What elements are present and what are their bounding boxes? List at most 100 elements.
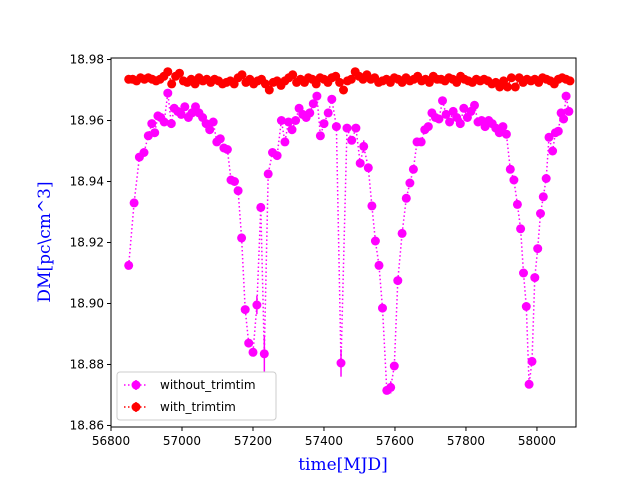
data-point — [336, 358, 346, 368]
data-point — [264, 85, 274, 95]
legend-entry-with-trimtim: with_trimtim — [124, 400, 236, 414]
data-point — [509, 175, 519, 185]
data-point — [512, 199, 522, 209]
data-point — [256, 202, 266, 212]
data-point — [233, 186, 243, 196]
data-point — [252, 300, 262, 310]
data-point — [331, 122, 341, 132]
data-point — [503, 82, 512, 92]
data-point — [288, 70, 298, 80]
data-point — [312, 91, 322, 101]
data-point — [527, 356, 537, 366]
data-point — [150, 128, 160, 138]
data-point — [222, 145, 232, 154]
data-point — [516, 224, 526, 234]
data-point — [240, 305, 250, 315]
data-point — [263, 169, 273, 179]
data-point — [159, 117, 169, 127]
data-point — [393, 276, 403, 286]
data-point — [208, 117, 218, 127]
legend: without_trimtim with_trimtim — [116, 371, 277, 421]
data-point — [536, 209, 545, 218]
x-tick-label: 56800 — [92, 434, 130, 448]
data-point — [505, 164, 515, 174]
data-point — [335, 77, 345, 87]
data-point — [510, 82, 520, 92]
data-point — [470, 100, 479, 110]
data-point — [276, 116, 286, 125]
data-point — [416, 137, 426, 147]
y-axis-ticks: 18.86 18.88 18.90 18.92 18.94 18.96 18.98 — [70, 53, 111, 432]
series-layer — [124, 67, 575, 395]
data-point — [248, 347, 258, 357]
data-point — [167, 79, 177, 89]
y-tick-label: 18.94 — [70, 175, 104, 189]
data-point — [405, 178, 415, 188]
data-point — [237, 70, 247, 80]
data-point — [139, 148, 149, 157]
y-tick-label: 18.96 — [70, 114, 104, 128]
data-point — [327, 94, 337, 104]
data-point — [533, 244, 543, 254]
data-point — [280, 137, 290, 147]
data-point — [230, 177, 239, 186]
data-point — [438, 96, 447, 106]
data-point — [291, 116, 301, 125]
data-point — [370, 236, 380, 246]
data-point — [244, 338, 254, 348]
data-point — [305, 108, 315, 118]
data-point — [506, 73, 516, 83]
x-tick-label: 57800 — [447, 434, 485, 448]
data-point — [401, 193, 411, 203]
data-point — [129, 198, 139, 208]
data-point — [308, 99, 318, 109]
data-point — [434, 114, 444, 124]
data-point — [339, 85, 348, 95]
data-point — [319, 119, 329, 129]
data-point — [205, 125, 215, 135]
data-point — [559, 114, 569, 124]
legend-marker-without-trimtim — [131, 380, 141, 390]
y-tick-label: 18.92 — [70, 236, 104, 250]
data-point — [521, 302, 531, 311]
x-tick-label: 57400 — [305, 434, 343, 448]
data-point — [367, 201, 377, 211]
data-point — [180, 102, 190, 112]
data-point — [548, 146, 558, 156]
data-point — [565, 76, 575, 86]
data-point — [498, 122, 508, 132]
legend-marker-with-trimtim — [131, 402, 141, 412]
data-point — [459, 103, 469, 113]
data-point — [363, 163, 373, 173]
data-point — [455, 119, 465, 129]
data-point — [176, 109, 186, 119]
data-point — [284, 117, 293, 127]
data-point — [163, 88, 173, 98]
data-point — [175, 68, 184, 78]
y-tick-label: 18.88 — [70, 357, 104, 371]
x-tick-label: 57200 — [234, 434, 272, 448]
data-point — [355, 158, 365, 168]
legend-box — [116, 371, 277, 421]
data-point — [423, 122, 433, 132]
data-point — [524, 379, 534, 389]
series-with-trimtim — [124, 67, 575, 95]
legend-label-with-trimtim: with_trimtim — [160, 400, 236, 414]
data-point — [124, 260, 134, 270]
data-point — [519, 268, 528, 278]
x-axis-ticks: 56800 57000 57200 57400 57600 57800 58000 — [92, 427, 556, 448]
data-point — [541, 174, 551, 183]
data-point — [378, 303, 387, 313]
data-point — [441, 109, 451, 119]
data-point — [347, 135, 357, 145]
data-point — [163, 67, 173, 77]
x-tick-label: 57600 — [376, 434, 414, 448]
data-point — [564, 106, 574, 116]
data-point — [147, 119, 157, 129]
data-point — [215, 134, 225, 144]
data-point — [538, 192, 548, 202]
data-point — [530, 273, 540, 283]
data-point — [544, 132, 554, 142]
data-point — [237, 233, 247, 243]
